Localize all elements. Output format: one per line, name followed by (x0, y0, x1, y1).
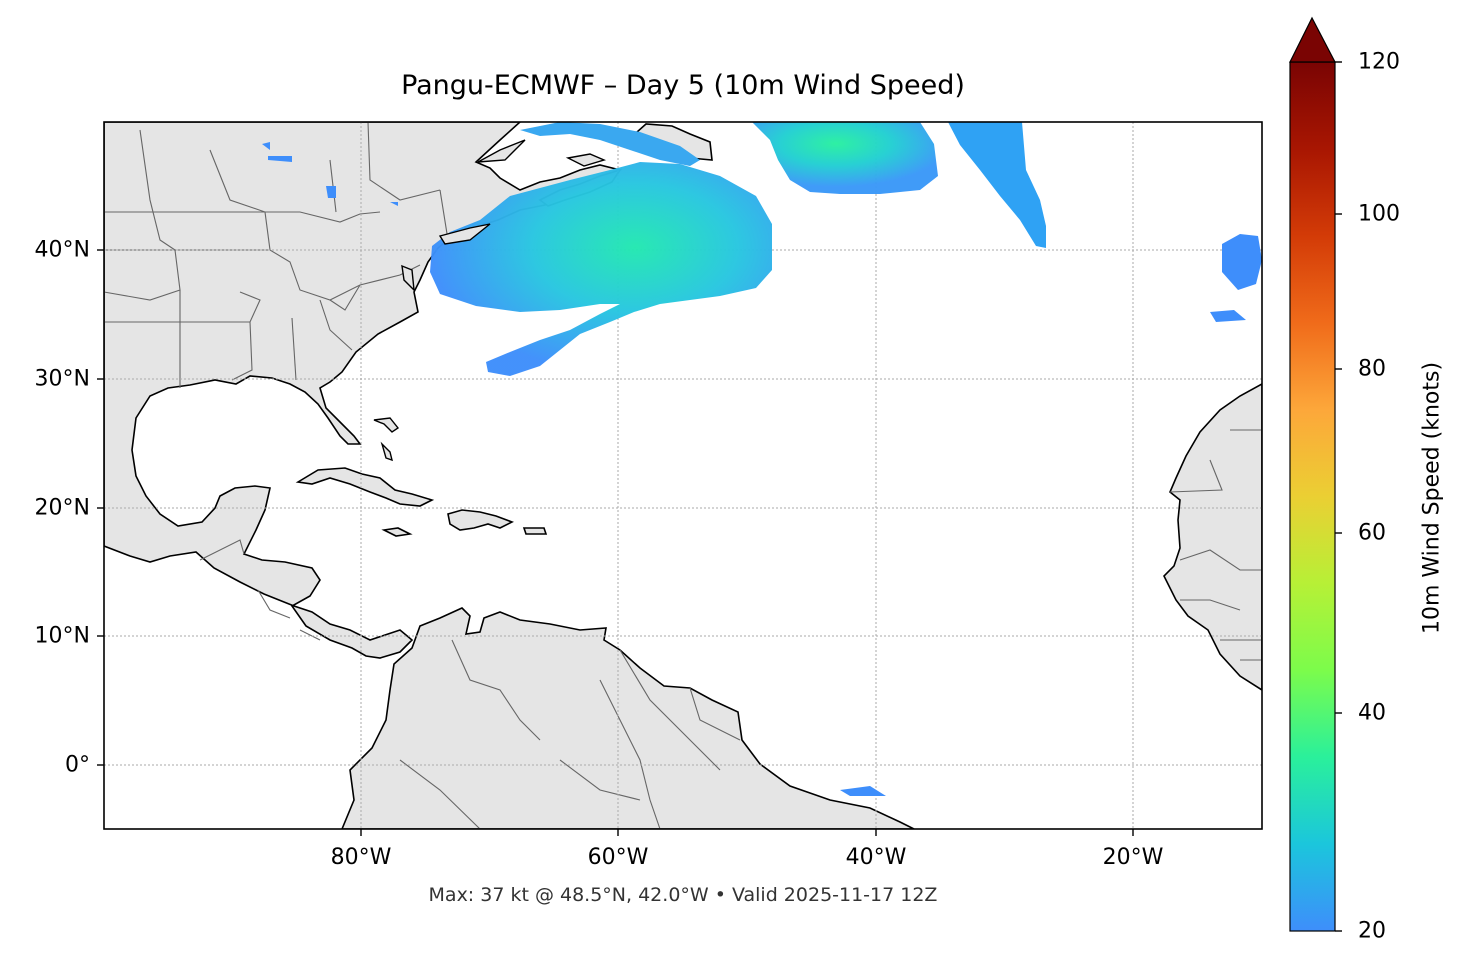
colorbar-extend-arrow (1289, 16, 1336, 63)
y-tick-label: 30°N (34, 366, 90, 392)
colorbar (1289, 16, 1342, 932)
wind-feature-azores (1210, 234, 1262, 322)
colorbar-tick-label: 20 (1358, 918, 1386, 944)
x-tick-label: 60°W (587, 845, 649, 870)
cuba-island (295, 467, 435, 507)
wind-feature-mid-atlantic (752, 122, 938, 194)
puerto-rico-island (522, 527, 548, 535)
colorbar-tick-label: 40 (1358, 700, 1386, 726)
political-borders (104, 122, 1262, 829)
great-lakes (401, 139, 526, 292)
wind-feature-us-east-coast (430, 162, 772, 376)
wind-feature-gulf-of-st-lawrence (520, 122, 700, 166)
colorbar-gradient (1289, 61, 1336, 932)
bahamas-island (373, 417, 400, 462)
y-tick-label: 20°N (34, 495, 90, 521)
map-area (104, 122, 1262, 829)
colorbar-tick-label: 120 (1358, 49, 1400, 75)
x-tick-label: 80°W (330, 845, 392, 870)
colorbar-tick-label: 60 (1358, 520, 1386, 546)
y-tick-label: 10°N (34, 623, 90, 649)
footer-caption: Max: 37 kt @ 48.5°N, 42.0°W • Valid 2025… (428, 884, 938, 906)
y-tick-label: 40°N (34, 237, 90, 263)
axis-ticks (97, 249, 1134, 836)
x-tick-label: 20°W (1102, 845, 1164, 870)
map-frame (103, 121, 1263, 830)
colorbar-label: 10m Wind Speed (knots) (1419, 361, 1445, 635)
jamaica-island (381, 527, 413, 537)
colorbar-tick-label: 100 (1358, 201, 1400, 227)
wind-feature-equatorial (840, 786, 886, 796)
gridlines (104, 122, 1262, 829)
wind-feature-lakes (262, 142, 398, 206)
wind-feature-eastern-band (948, 122, 1046, 248)
south-america-land (341, 607, 915, 829)
colorbar-tick-label: 80 (1358, 356, 1386, 382)
chart-title: Pangu-ECMWF – Day 5 (10m Wind Speed) (401, 70, 965, 101)
africa-land (1163, 383, 1262, 691)
pei-land (565, 153, 607, 167)
hispaniola-island (447, 509, 514, 531)
x-tick-label: 40°W (845, 845, 907, 870)
y-tick-label: 0° (65, 752, 90, 778)
